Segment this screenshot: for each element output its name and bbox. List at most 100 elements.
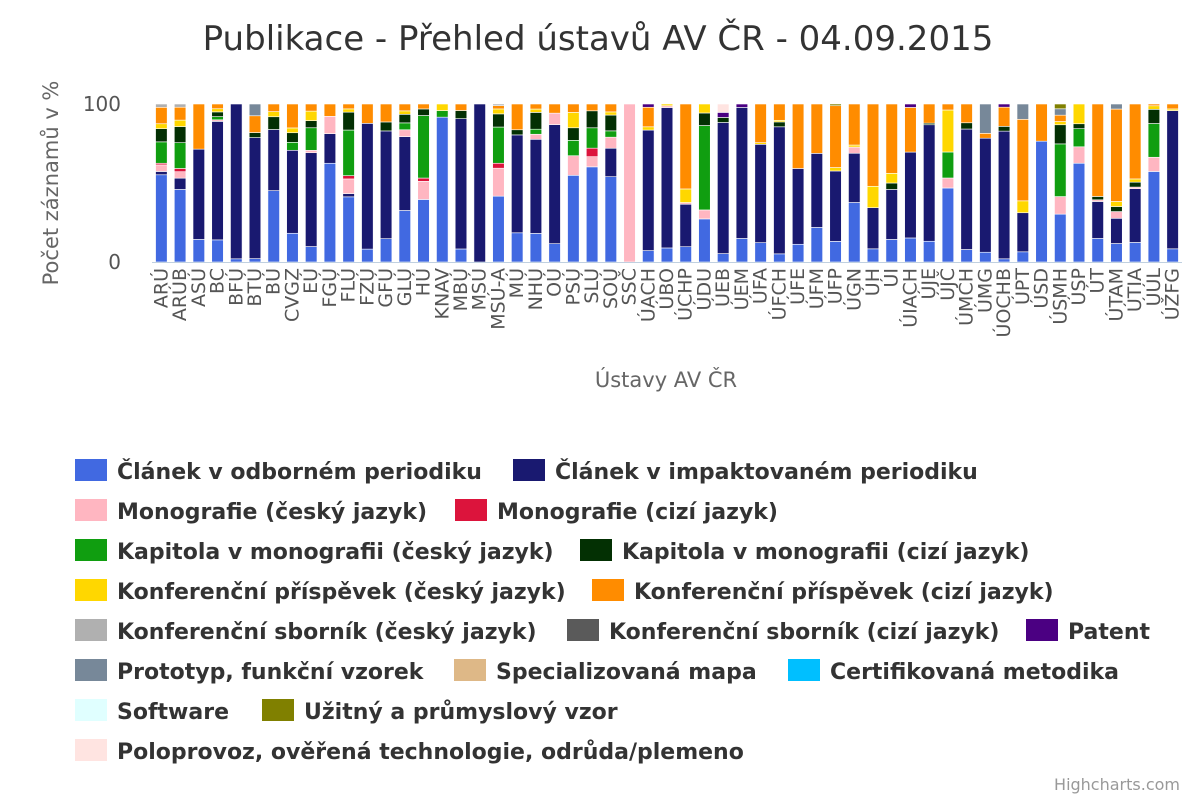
bar-segment[interactable] — [436, 116, 449, 263]
bar-segment[interactable] — [941, 187, 955, 263]
bar-segment[interactable] — [173, 189, 187, 263]
bar-segment[interactable] — [585, 127, 599, 149]
bar-segment[interactable] — [211, 111, 224, 117]
bar-segment[interactable] — [248, 103, 262, 117]
bar-segment[interactable] — [342, 178, 355, 194]
bar-segment[interactable] — [286, 142, 299, 151]
bar-segment[interactable] — [642, 129, 655, 251]
bar-segment[interactable] — [604, 111, 617, 116]
bar-segment[interactable] — [735, 103, 749, 108]
bar-segment[interactable] — [286, 232, 299, 263]
bar-segment[interactable] — [1110, 108, 1123, 202]
bar-segment[interactable] — [511, 103, 524, 131]
bar-segment[interactable] — [248, 115, 262, 133]
bar-segment[interactable] — [1054, 121, 1067, 126]
bar-segment[interactable] — [848, 103, 861, 146]
legend-item[interactable]: Užitný a průmyslový vzor — [262, 699, 618, 725]
bar-segment[interactable] — [791, 243, 805, 263]
bar-segment[interactable] — [155, 106, 168, 125]
bar-segment[interactable] — [698, 103, 711, 114]
bar-segment[interactable] — [155, 123, 168, 129]
bar-segment[interactable] — [305, 127, 318, 151]
bar-segment[interactable] — [1147, 105, 1161, 110]
bar-segment[interactable] — [379, 103, 393, 123]
bar-segment[interactable] — [1072, 162, 1086, 263]
bar-segment[interactable] — [829, 103, 842, 107]
bar-segment[interactable] — [885, 239, 898, 263]
bar-segment[interactable] — [997, 103, 1011, 108]
bar-segment[interactable] — [567, 112, 580, 129]
legend-item[interactable]: Patent — [1026, 619, 1150, 645]
bar-segment[interactable] — [885, 173, 898, 184]
bar-segment[interactable] — [398, 136, 411, 211]
bar-segment[interactable] — [717, 112, 730, 118]
bar-segment[interactable] — [1147, 171, 1161, 263]
bar-segment[interactable] — [642, 103, 655, 108]
bar-segment[interactable] — [1054, 114, 1067, 122]
bar-segment[interactable] — [1035, 140, 1048, 263]
bar-segment[interactable] — [248, 132, 262, 138]
bar-segment[interactable] — [361, 123, 374, 250]
bar-segment[interactable] — [398, 103, 411, 112]
bar-segment[interactable] — [866, 248, 880, 263]
bar-segment[interactable] — [492, 167, 505, 197]
bar-segment[interactable] — [267, 116, 280, 130]
bar-segment[interactable] — [305, 120, 318, 129]
legend-item[interactable]: Článek v impaktovaném periodiku — [513, 459, 978, 485]
bar-segment[interactable] — [1129, 181, 1142, 188]
bar-segment[interactable] — [398, 122, 411, 131]
bar-segment[interactable] — [885, 182, 898, 190]
bar-segment[interactable] — [342, 129, 355, 176]
bar-segment[interactable] — [1110, 211, 1123, 219]
bar-segment[interactable] — [342, 103, 355, 110]
bar-segment[interactable] — [548, 243, 561, 263]
legend-item[interactable]: Prototyp, funkční vzorek — [75, 659, 425, 685]
bar-segment[interactable] — [1110, 218, 1123, 244]
bar-segment[interactable] — [548, 124, 561, 244]
bar-segment[interactable] — [342, 196, 355, 263]
bar-segment[interactable] — [1072, 123, 1086, 129]
bar-segment[interactable] — [473, 103, 486, 263]
bar-segment[interactable] — [773, 103, 786, 121]
bar-segment[interactable] — [904, 107, 917, 153]
bar-segment[interactable] — [511, 129, 524, 136]
credits-link[interactable]: Highcharts.com — [1054, 775, 1180, 794]
bar-segment[interactable] — [585, 156, 599, 168]
legend-item[interactable]: Konferenční sborník (cizí jazyk) — [567, 619, 999, 645]
bar-segment[interactable] — [904, 103, 917, 108]
bar-segment[interactable] — [305, 150, 318, 154]
bar-segment[interactable] — [698, 112, 711, 126]
bar-segment[interactable] — [511, 134, 524, 234]
bar-segment[interactable] — [211, 121, 224, 241]
bar-segment[interactable] — [173, 126, 187, 143]
bar-segment[interactable] — [454, 118, 468, 250]
bar-segment[interactable] — [173, 119, 187, 127]
bar-segment[interactable] — [192, 103, 205, 150]
bar-segment[interactable] — [211, 116, 224, 121]
bar-segment[interactable] — [717, 103, 730, 113]
bar-segment[interactable] — [623, 103, 636, 263]
bar-segment[interactable] — [567, 175, 580, 263]
bar-segment[interactable] — [323, 162, 337, 263]
bar-segment[interactable] — [173, 103, 187, 108]
bar-segment[interactable] — [960, 249, 973, 263]
bar-segment[interactable] — [529, 103, 543, 110]
bar-segment[interactable] — [1016, 200, 1029, 214]
bar-segment[interactable] — [1166, 110, 1179, 250]
bar-segment[interactable] — [1129, 188, 1142, 243]
bar-segment[interactable] — [267, 129, 280, 191]
bar-segment[interactable] — [1147, 109, 1161, 124]
bar-segment[interactable] — [810, 153, 823, 228]
bar-segment[interactable] — [417, 108, 430, 116]
bar-segment[interactable] — [642, 250, 655, 263]
bar-segment[interactable] — [717, 117, 730, 123]
bar-segment[interactable] — [529, 112, 543, 130]
bar-segment[interactable] — [173, 177, 187, 190]
bar-segment[interactable] — [567, 140, 580, 157]
bar-segment[interactable] — [305, 103, 318, 112]
bar-segment[interactable] — [379, 121, 393, 132]
bar-segment[interactable] — [529, 128, 543, 135]
bar-segment[interactable] — [810, 227, 823, 263]
bar-segment[interactable] — [960, 122, 973, 130]
bar-segment[interactable] — [267, 103, 280, 112]
